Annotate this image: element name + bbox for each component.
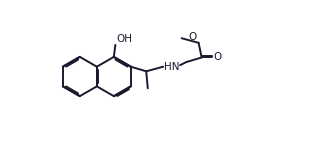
Text: HN: HN — [163, 62, 179, 72]
Text: O: O — [213, 52, 222, 62]
Text: OH: OH — [116, 34, 133, 44]
Text: O: O — [189, 32, 197, 42]
